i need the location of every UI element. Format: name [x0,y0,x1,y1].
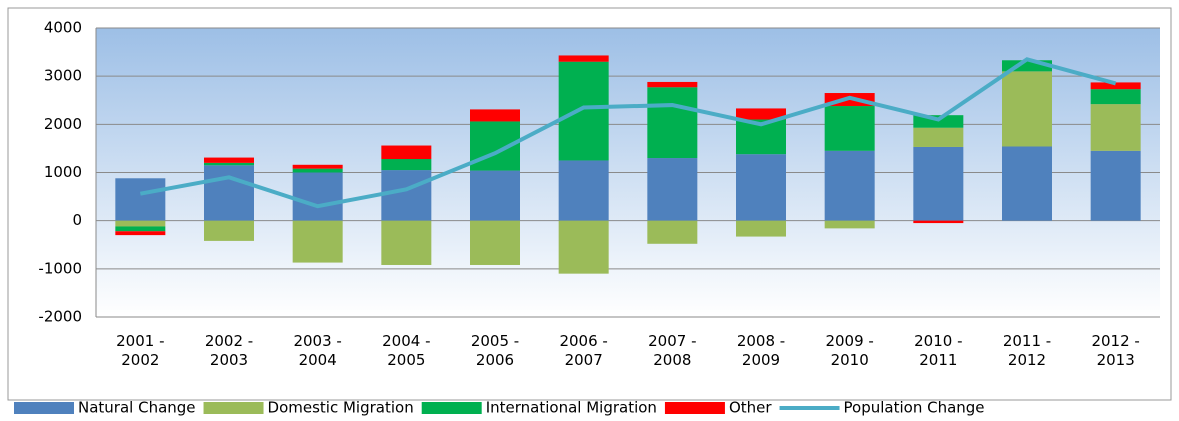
x-tick-label: 2009 - 2010 [825,332,874,369]
bar-segment [1002,146,1052,221]
legend-swatch [14,402,74,414]
x-tick-label: 2010 - 2011 [914,332,963,369]
y-tick-label: 4000 [44,19,82,37]
y-tick-label: 3000 [44,67,82,85]
x-tick-label: 2001 - 2002 [116,332,165,369]
y-tick-label: -2000 [38,308,82,326]
bar-segment [292,168,343,173]
y-tick-label: -1000 [38,259,82,277]
bar-segment [292,172,343,221]
bar-segment [558,55,609,62]
bar-segment [204,157,254,163]
bar-segment [913,146,964,221]
bar-segment [292,164,343,169]
bar-segment [470,170,520,221]
frame [7,7,1172,401]
bar-segment [824,220,875,229]
y-tick-label: 0 [72,211,82,229]
bar-segment [558,220,609,274]
x-tick-label: 2005 - 2006 [470,332,520,369]
bar-segment [1002,60,1052,72]
bar-segment [115,178,166,221]
bar-segment [381,159,432,171]
bar-segment [470,220,520,265]
legend-label: Other [729,399,772,417]
legend-swatch [664,402,725,414]
bar-segment [115,226,166,232]
x-tick-label: 2002 - 2003 [204,332,254,369]
legend-swatch [203,402,264,414]
bar-segment [736,108,786,120]
bar-segment [1002,71,1052,147]
legend-swatch [421,402,482,414]
legend-label: Domestic Migration [268,399,414,417]
bar-segment [381,145,432,160]
bar-segment [470,109,520,122]
bar-segment [558,61,609,161]
legend-label: Natural Change [78,399,196,417]
x-tick-label: 2004 - 2005 [382,332,431,369]
y-tick-label: 2000 [44,115,82,133]
bar-segment [1090,104,1141,151]
bar-segment [824,106,875,151]
bar-segment [1090,82,1141,90]
bar-segment [204,220,254,241]
bar-segment [204,162,254,166]
y-tick-label: 1000 [44,163,82,181]
bar-segment [736,154,786,221]
bar-segment [647,158,698,221]
bar-segment [647,87,698,159]
x-tick-label: 2011 - 2012 [1002,332,1052,369]
bar-segment [736,220,786,237]
bar-segment [647,220,698,244]
bar-segment [115,231,166,236]
x-tick-label: 2007 - 2008 [648,332,697,369]
bar-segment [913,220,964,224]
bar-segment [913,127,964,147]
bar-segment [292,220,343,263]
bar-segment [647,81,698,88]
bar-segment [558,160,609,221]
legend-label: International Migration [486,399,657,417]
bar-segment [115,220,166,227]
bar-segment [381,170,432,221]
bar-segment [824,150,875,221]
bar-segment [1090,150,1141,221]
legend-label: Population Change [844,399,985,417]
bar-segment [204,165,254,221]
bar-segment [1090,89,1141,105]
x-tick-label: 2012 - 2013 [1091,332,1140,369]
x-tick-label: 2008 - 2009 [736,332,786,369]
bar-segment [381,220,432,265]
x-tick-label: 2006 - 2007 [559,332,608,369]
x-tick-label: 2003 - 2004 [293,332,342,369]
line-series [139,57,1117,209]
